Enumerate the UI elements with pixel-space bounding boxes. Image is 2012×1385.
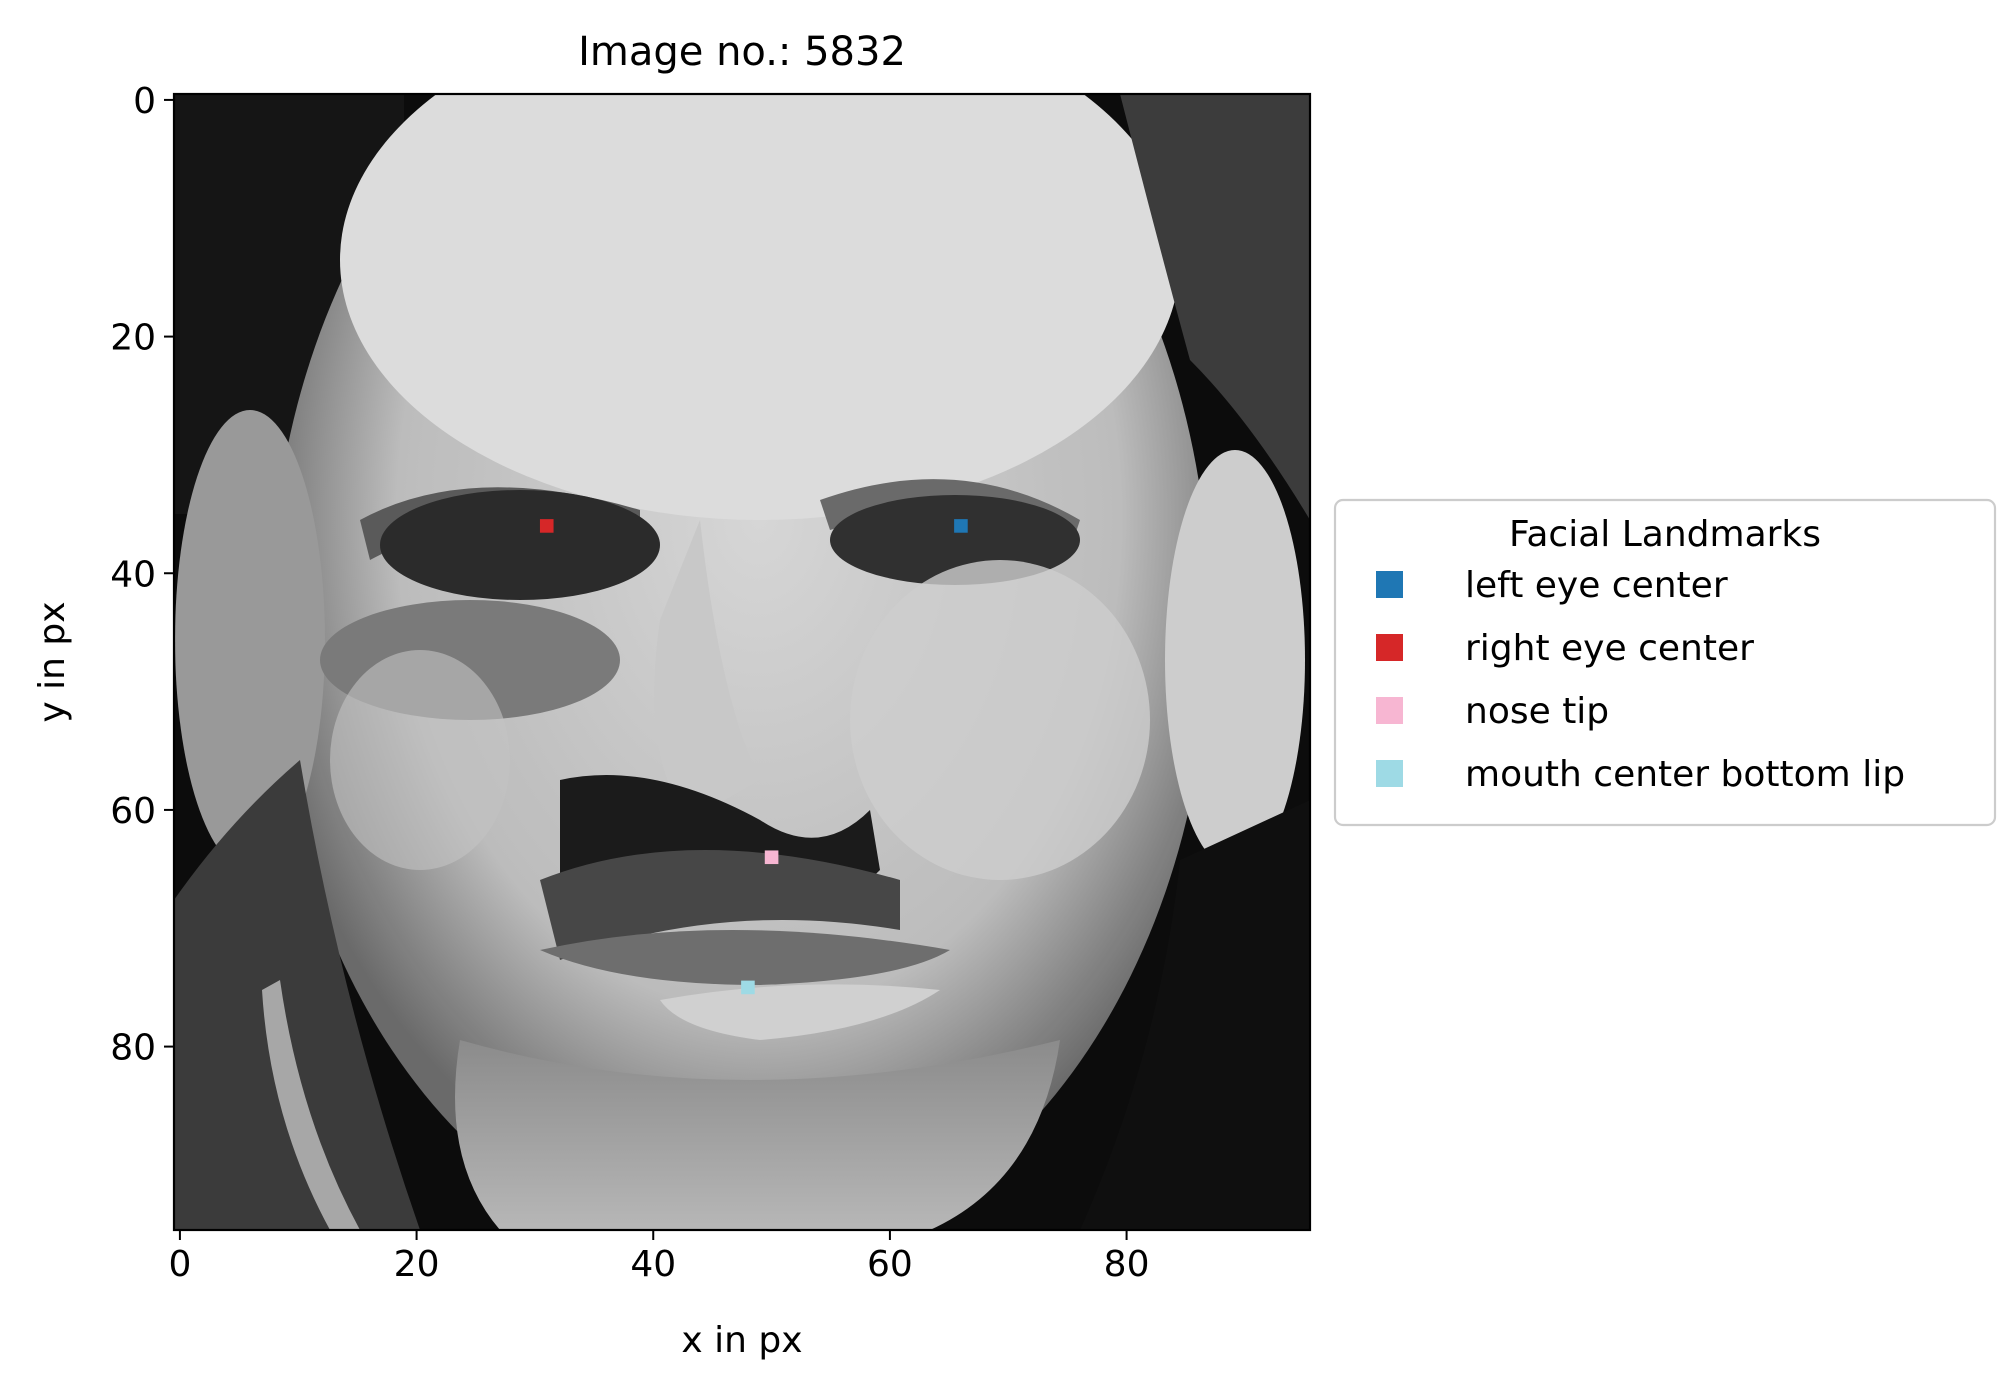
legend-entry-label: mouth center bottom lip	[1465, 754, 1905, 795]
x-tick-label: 0	[168, 1244, 191, 1285]
legend-box	[1333, 498, 1997, 827]
legend-swatch	[1376, 634, 1403, 661]
landmark-marker-nose-tip	[764, 850, 779, 865]
x-axis-ticks: 0 20 40 60 80	[168, 1230, 1149, 1285]
y-tick-label: 20	[110, 318, 156, 359]
legend-swatch	[1376, 760, 1403, 787]
x-tick-label: 60	[867, 1244, 913, 1285]
legend-swatch	[1376, 571, 1403, 598]
x-tick-label: 40	[630, 1244, 676, 1285]
landmark-markers	[539, 519, 968, 995]
landmark-marker-left-eye-center	[954, 519, 968, 533]
landmark-marker-right-eye-center	[539, 519, 554, 533]
y-axis-ticks: 0 20 40 60 80	[110, 81, 174, 1069]
legend: Facial Landmarks left eye center right ey…	[1333, 498, 1997, 827]
legend-entry-label: right eye center	[1465, 628, 1754, 669]
x-tick-label: 20	[394, 1244, 440, 1285]
y-axis-label: y in px	[32, 601, 73, 722]
legend-items: left eye center right eye center nose tip m…	[1376, 565, 1905, 795]
face-photo	[174, 94, 1310, 1230]
chart-title: Image no.: 5832	[578, 29, 906, 75]
y-tick-label: 40	[110, 554, 156, 595]
legend-swatch	[1376, 697, 1403, 724]
x-tick-label: 80	[1104, 1244, 1150, 1285]
axes-frame	[172, 92, 1312, 1232]
y-tick-label: 0	[133, 81, 156, 122]
y-tick-label: 60	[110, 791, 156, 832]
legend-title: Facial Landmarks	[1509, 514, 1821, 555]
landmark-marker-mouth-center-bottom-lip	[741, 980, 755, 995]
y-tick-label: 80	[110, 1028, 156, 1069]
legend-entry-label: left eye center	[1465, 565, 1728, 606]
legend-entry-label: nose tip	[1465, 691, 1609, 732]
x-axis-label: x in px	[681, 1320, 802, 1361]
